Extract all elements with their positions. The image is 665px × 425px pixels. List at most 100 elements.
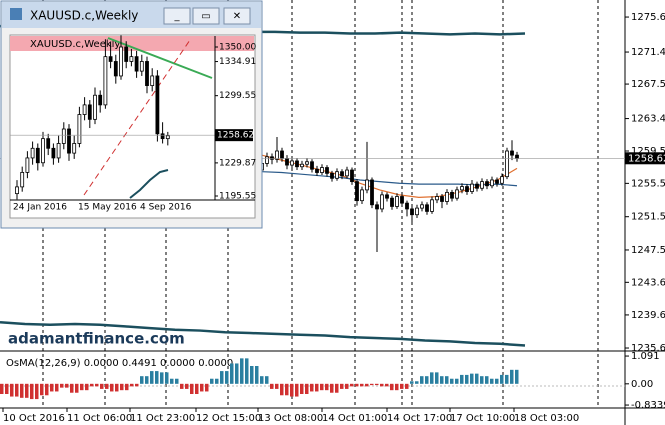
osma-bar	[305, 383, 309, 394]
osma-bar	[425, 376, 429, 384]
trend-line	[107, 37, 213, 79]
osma-bar	[70, 383, 74, 393]
osma-bar	[285, 383, 289, 396]
y-tick-label: 0.00	[631, 379, 653, 390]
candle-body	[445, 191, 449, 202]
candle-body	[425, 204, 429, 212]
current-price-label: 1258.62	[217, 131, 254, 141]
candle-body	[77, 114, 82, 144]
candle-body	[440, 196, 444, 202]
x-tick-label: 11 Oct 23:00	[130, 413, 195, 424]
osma-bar	[450, 378, 454, 384]
window-button[interactable]	[163, 7, 191, 25]
candle-body	[420, 204, 424, 209]
osma-bar	[335, 383, 339, 393]
y-tick-label: 1267.59	[631, 79, 665, 90]
inset-header	[10, 36, 254, 51]
x-tick-label: 10 Oct 2016	[3, 413, 65, 424]
osma-bar	[80, 383, 84, 391]
candle-body	[495, 179, 499, 184]
x-tick-label: 14 Oct 01:00	[322, 413, 387, 424]
osma-bar	[460, 374, 464, 384]
osma-bar	[365, 383, 369, 387]
y-tick-label: 1239.69	[631, 310, 665, 321]
inset-plot	[9, 34, 256, 219]
candle-body	[310, 161, 314, 170]
candle-body	[380, 194, 384, 210]
osma-bar	[50, 383, 54, 392]
osma-bar	[420, 376, 424, 384]
candle-body	[355, 181, 359, 202]
indicator-label: OsMA(12,26,9) 0.0000 0.4491 0.0000 0.000…	[6, 358, 233, 369]
candle-body	[150, 75, 155, 86]
candle-body	[335, 171, 339, 179]
osma-bar	[375, 383, 379, 386]
candle-body	[51, 147, 56, 159]
osma-bar	[245, 358, 249, 384]
candle-body	[455, 189, 459, 199]
candle-body	[160, 133, 165, 140]
candle-body	[320, 167, 324, 173]
osma-bar	[160, 372, 164, 384]
y-tick-label: 1255.59	[631, 178, 665, 189]
candle-body	[280, 150, 284, 159]
candle-body	[400, 196, 404, 204]
osma-bar	[60, 383, 64, 388]
osma-bar	[105, 383, 109, 389]
candle-body	[290, 160, 294, 166]
candle-body	[415, 207, 419, 216]
osma-bar	[465, 374, 469, 384]
osma-bar	[515, 369, 519, 384]
x-tick-label: 4 Sep 2016	[140, 203, 192, 213]
candle-body	[325, 167, 329, 174]
moving-average	[261, 154, 518, 198]
candle-body	[460, 186, 464, 191]
osma-bar	[260, 376, 264, 384]
osma-bar	[210, 378, 214, 384]
osma-bar	[165, 372, 169, 384]
candle-body	[515, 154, 519, 159]
osma-bar	[120, 383, 124, 391]
y-tick-label: 1299.55	[219, 91, 256, 101]
candle-body	[129, 56, 134, 62]
candle-body	[450, 191, 454, 199]
candle-body	[72, 143, 77, 154]
candle-body	[20, 172, 25, 188]
osma-bar	[55, 383, 59, 392]
candle-body	[315, 168, 319, 173]
candle-body	[505, 150, 509, 178]
candle-body	[41, 138, 45, 164]
candle-body	[103, 56, 108, 106]
candle-body	[360, 189, 364, 202]
osma-bar	[65, 383, 69, 388]
osma-bar	[510, 369, 514, 384]
candle-body	[340, 171, 344, 177]
osma-bar	[470, 373, 474, 384]
candle-body	[390, 197, 394, 207]
osma-bar	[135, 383, 139, 387]
window-button[interactable]	[223, 7, 251, 25]
y-tick-label: 1350.00	[219, 43, 256, 53]
osma-bar	[170, 378, 174, 384]
candle-body	[350, 169, 354, 183]
x-tick-label: 13 Oct 08:00	[258, 413, 323, 424]
osma-bar	[30, 383, 34, 400]
candle-body	[345, 169, 349, 177]
candle-body	[375, 204, 379, 210]
candle-body	[295, 160, 299, 168]
osma-bar	[150, 371, 154, 384]
candle-body	[155, 75, 160, 135]
window-button[interactable]	[192, 7, 220, 25]
osma-bar	[300, 383, 304, 394]
osma-bar	[180, 383, 184, 389]
candle-body	[119, 46, 123, 77]
candle-body	[98, 94, 103, 106]
candle-body	[330, 172, 334, 179]
current-price-box	[215, 129, 253, 142]
candle-body	[124, 46, 129, 62]
osma-bar	[475, 373, 479, 384]
osma-bar	[85, 383, 89, 391]
osma-bar	[270, 383, 274, 389]
candle-body	[275, 150, 279, 160]
osma-bar	[490, 378, 494, 384]
